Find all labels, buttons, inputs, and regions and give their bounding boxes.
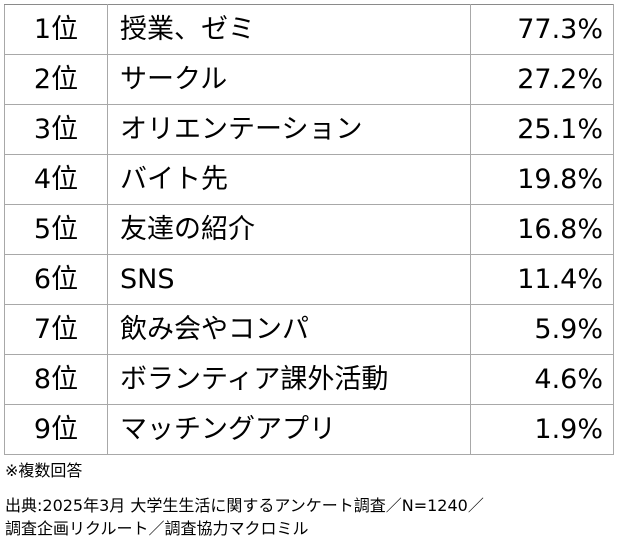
source-line-2: 調査企画リクルート／調査協力マクロミル — [5, 519, 309, 538]
item-cell: オリエンテーション — [107, 104, 471, 155]
item-cell: マッチングアプリ — [107, 404, 471, 455]
percent-cell: 27.2% — [470, 54, 614, 105]
source-line-1: 出典:2025年3月 大学生生活に関するアンケート調査／N=1240／ — [5, 496, 484, 515]
item-cell: SNS — [107, 254, 471, 305]
table-row: 5位 友達の紹介 16.8% — [4, 204, 614, 255]
rank-cell: 4位 — [4, 154, 108, 205]
percent-cell: 11.4% — [470, 254, 614, 305]
item-cell: サークル — [107, 54, 471, 105]
table-row: 8位 ボランティア課外活動 4.6% — [4, 354, 614, 405]
table-row: 4位 バイト先 19.8% — [4, 154, 614, 205]
percent-cell: 4.6% — [470, 354, 614, 405]
rank-cell: 2位 — [4, 54, 108, 105]
table-row: 3位 オリエンテーション 25.1% — [4, 104, 614, 155]
rank-cell: 1位 — [4, 4, 108, 55]
table-row: 1位 授業、ゼミ 77.3% — [4, 4, 614, 55]
multiple-answer-note: ※複数回答 — [5, 461, 83, 480]
item-cell: 飲み会やコンパ — [107, 304, 471, 355]
table-row: 9位 マッチングアプリ 1.9% — [4, 404, 614, 455]
item-cell: ボランティア課外活動 — [107, 354, 471, 405]
item-cell: バイト先 — [107, 154, 471, 205]
item-cell: 友達の紹介 — [107, 204, 471, 255]
rank-cell: 9位 — [4, 404, 108, 455]
percent-cell: 19.8% — [470, 154, 614, 205]
table-row: 6位 SNS 11.4% — [4, 254, 614, 305]
item-cell: 授業、ゼミ — [107, 4, 471, 55]
rank-cell: 5位 — [4, 204, 108, 255]
source-citation: 出典:2025年3月 大学生生活に関するアンケート調査／N=1240／ 調査企画… — [5, 494, 484, 540]
rank-cell: 7位 — [4, 304, 108, 355]
rank-cell: 6位 — [4, 254, 108, 305]
percent-cell: 25.1% — [470, 104, 614, 155]
table-row: 2位 サークル 27.2% — [4, 54, 614, 105]
percent-cell: 1.9% — [470, 404, 614, 455]
rank-cell: 8位 — [4, 354, 108, 405]
rank-cell: 3位 — [4, 104, 108, 155]
percent-cell: 77.3% — [470, 4, 614, 55]
percent-cell: 5.9% — [470, 304, 614, 355]
table-row: 7位 飲み会やコンパ 5.9% — [4, 304, 614, 355]
percent-cell: 16.8% — [470, 204, 614, 255]
ranking-table: 1位 授業、ゼミ 77.3% 2位 サークル 27.2% 3位 オリエンテーショ… — [4, 4, 614, 455]
ranking-table-body: 1位 授業、ゼミ 77.3% 2位 サークル 27.2% 3位 オリエンテーショ… — [4, 4, 614, 455]
